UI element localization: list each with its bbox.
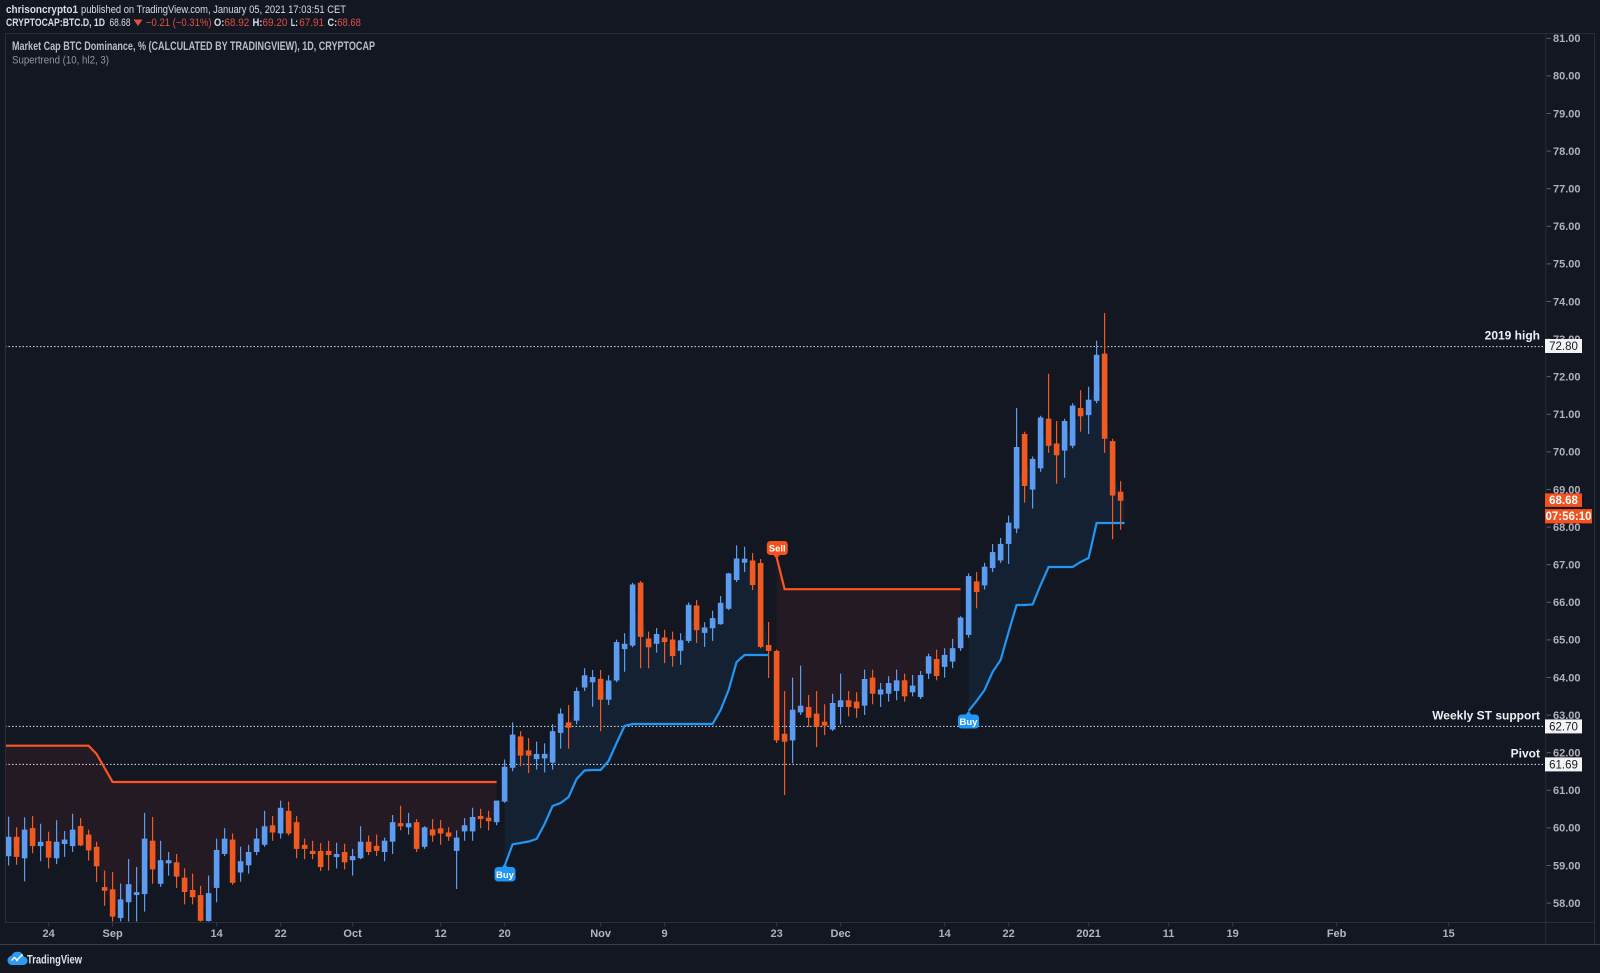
svg-text:9: 9 [662,928,668,940]
svg-text:11: 11 [1163,928,1175,940]
svg-text:14: 14 [210,928,223,940]
svg-text:23: 23 [770,928,782,940]
svg-text:74.00: 74.00 [1553,296,1581,308]
svg-text:77.00: 77.00 [1553,184,1581,196]
svg-text:60.00: 60.00 [1553,823,1581,835]
svg-text:Nov: Nov [590,928,612,940]
svg-text:2019 high: 2019 high [1485,329,1540,343]
svg-text:Supertrend (10, hl2, 3): Supertrend (10, hl2, 3) [12,55,109,67]
svg-text:Dec: Dec [831,928,851,940]
svg-text:TradingView: TradingView [27,953,83,967]
svg-text:69.00: 69.00 [1553,484,1581,496]
svg-text:22: 22 [274,928,286,940]
svg-text:Buy: Buy [496,870,515,881]
svg-text:61.69: 61.69 [1549,759,1578,771]
svg-text:72.00: 72.00 [1553,372,1581,384]
svg-text:68.68: 68.68 [1549,495,1578,507]
svg-text:64.00: 64.00 [1553,672,1581,684]
svg-text:81.00: 81.00 [1553,33,1581,45]
svg-text:71.00: 71.00 [1553,409,1581,421]
svg-text:79.00: 79.00 [1553,108,1581,120]
svg-text:62.70: 62.70 [1549,721,1578,733]
svg-text:Market Cap BTC Dominance, % (C: Market Cap BTC Dominance, % (CALCULATED … [12,41,375,53]
svg-text:07:56:10: 07:56:10 [1545,511,1591,523]
svg-text:61.00: 61.00 [1553,785,1581,797]
svg-text:62.00: 62.00 [1553,748,1581,760]
svg-text:67.00: 67.00 [1553,560,1581,572]
svg-text:76.00: 76.00 [1553,221,1581,233]
svg-text:Feb: Feb [1327,928,1347,940]
svg-text:22: 22 [1002,928,1014,940]
svg-text:Oct: Oct [343,928,362,940]
svg-text:72.80: 72.80 [1549,341,1578,353]
svg-text:63.00: 63.00 [1553,710,1581,722]
svg-text:68.00: 68.00 [1553,522,1581,534]
svg-text:Weekly ST support: Weekly ST support [1432,708,1540,722]
svg-text:Sep: Sep [103,928,123,940]
svg-text:15: 15 [1442,928,1454,940]
svg-text:Buy: Buy [960,717,979,728]
svg-text:20: 20 [498,928,510,940]
svg-text:65.00: 65.00 [1553,635,1581,647]
svg-text:59.00: 59.00 [1553,860,1581,872]
svg-text:2021: 2021 [1076,928,1100,940]
svg-text:75.00: 75.00 [1553,259,1581,271]
svg-text:12: 12 [434,928,446,940]
svg-text:14: 14 [938,928,951,940]
svg-text:24: 24 [42,928,55,940]
svg-text:19: 19 [1226,928,1238,940]
svg-text:66.00: 66.00 [1553,597,1581,609]
svg-text:80.00: 80.00 [1553,71,1581,83]
svg-text:58.00: 58.00 [1553,898,1581,910]
svg-text:Pivot: Pivot [1511,746,1540,760]
svg-text:70.00: 70.00 [1553,447,1581,459]
svg-text:78.00: 78.00 [1553,146,1581,158]
svg-text:Sell: Sell [769,544,786,555]
